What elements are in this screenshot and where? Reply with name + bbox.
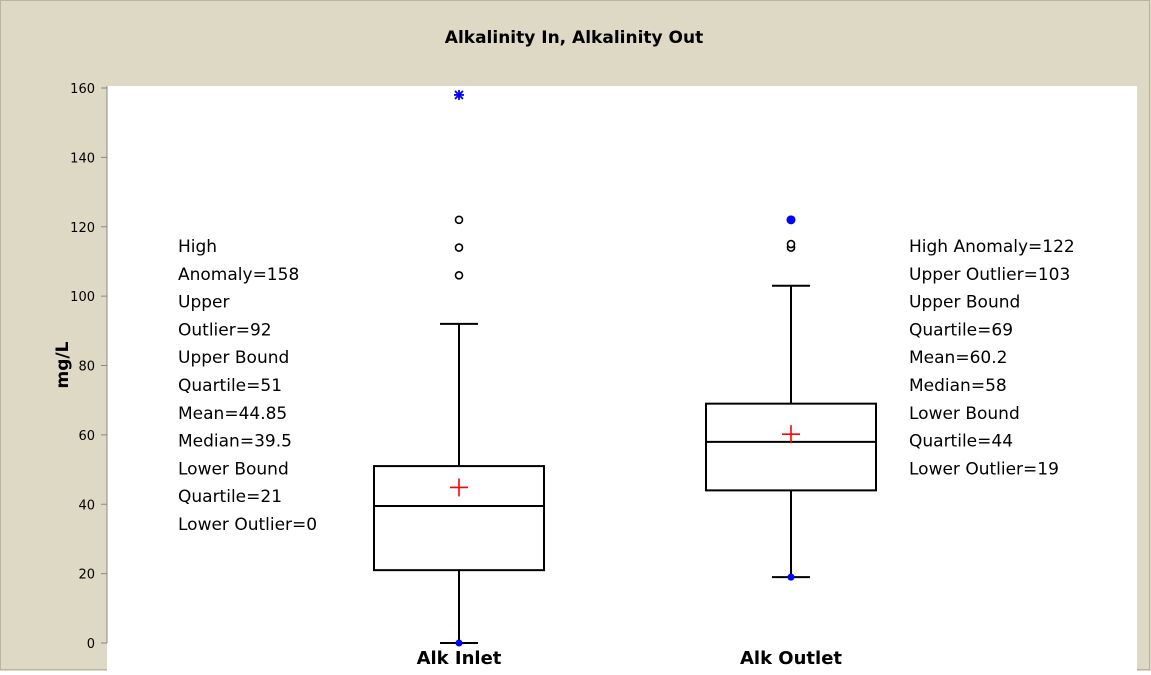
anomaly-point [786,215,796,225]
y-tick-label: 60 [78,429,95,444]
x-category-label: Alk Outlet [740,648,842,669]
stat-line: High [178,237,217,257]
y-tick-label: 160 [70,82,95,97]
y-tick-label: 20 [78,568,95,583]
outlier-point [786,239,796,249]
stat-line: Upper Outlier=103 [909,265,1070,285]
stat-line: Anomaly=158 [178,265,299,285]
y-tick-label: 40 [78,498,95,513]
y-tick-label: 80 [78,360,95,375]
stat-line: Quartile=44 [909,432,1013,452]
stat-line: Outlier=92 [178,320,272,340]
stat-line: Upper Bound [909,293,1020,313]
outlier-point [454,243,464,252]
stat-line: Lower Bound [909,404,1020,424]
stat-line: Lower Bound [178,459,289,479]
stat-line: Upper [178,293,229,313]
stat-line: Quartile=69 [909,320,1013,340]
iqr-box [705,402,877,492]
chart-title: Alkalinity In, Alkalinity Out [445,28,703,48]
stat-line: High Anomaly=122 [909,237,1075,257]
x-category-label: Alk Inlet [417,648,502,669]
stat-line: Mean=60.2 [909,348,1007,368]
y-tick-label: 100 [70,290,95,305]
outlier-point [454,215,464,225]
stat-line: Quartile=21 [178,487,282,507]
lower-extreme-point [455,639,463,647]
stat-line: Lower Outlier=0 [178,515,317,535]
stat-line: Lower Outlier=19 [909,459,1059,479]
iqr-box [373,465,545,572]
anomaly-point [454,89,464,100]
stat-line: Upper Bound [178,348,289,368]
y-axis-ticks: 0 20 40 60 80 100 120 140 160 [70,82,107,652]
box-plots [373,89,877,647]
y-tick-label: 120 [70,221,95,236]
y-tick-label: 0 [87,637,95,652]
lower-extreme-point [787,573,795,581]
outlier-point [454,271,464,280]
stat-line: Median=58 [909,376,1007,396]
stat-line: Quartile=51 [178,376,282,396]
stat-annotations: High Anomaly=158 Upper Outlier=92 Upper Boun… [178,237,1075,535]
y-tick-label: 140 [70,151,95,166]
plot-area [107,86,1137,671]
stat-line: Mean=44.85 [178,404,287,424]
anomaly-stroke [454,90,464,100]
x-axis-labels: Alk Inlet Alk Outlet [417,648,843,669]
stat-line: Median=39.5 [178,432,292,452]
y-axis-label: mg/L [53,341,73,388]
